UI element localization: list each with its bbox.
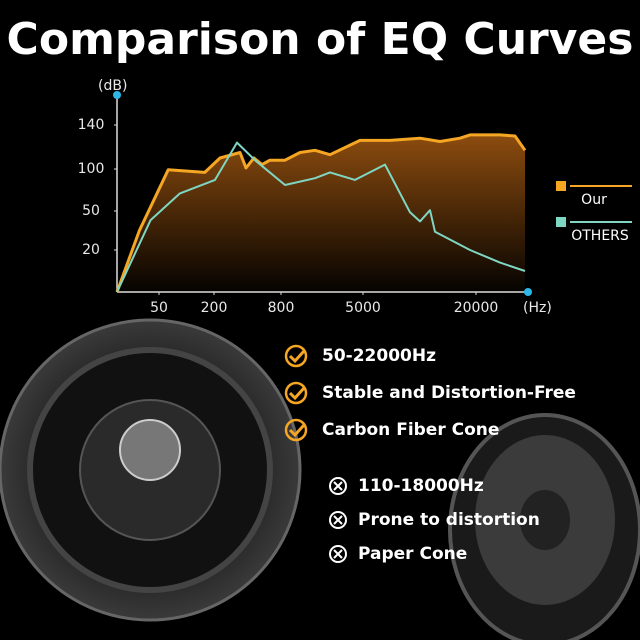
- legend-swatch: [556, 181, 566, 191]
- y-tick-label: 140: [78, 117, 105, 133]
- x-tick-label: 200: [201, 300, 228, 316]
- axis-dot: [113, 91, 121, 99]
- check-mark: [288, 386, 306, 401]
- speaker-right: [448, 413, 640, 640]
- check-mark: [288, 423, 306, 438]
- y-axis-label: (dB): [98, 78, 127, 94]
- y-tick-label: 100: [78, 161, 105, 177]
- cross-icon: [329, 477, 347, 495]
- cross-icon: [329, 511, 347, 529]
- feature-text: 110-18000Hz: [358, 476, 484, 496]
- x-axis-label: (Hz): [523, 300, 552, 316]
- feature-text: Paper Cone: [358, 544, 467, 564]
- check-icon: [284, 381, 308, 405]
- legend-label: Our: [581, 192, 607, 208]
- y-tick-label: 20: [82, 242, 100, 258]
- feature-text: Prone to distortion: [358, 510, 540, 530]
- line: [115, 133, 527, 293]
- check-icon: [284, 344, 308, 368]
- cross-mark: [333, 549, 343, 559]
- x-tick-label: 800: [268, 300, 295, 316]
- cross-mark: [333, 481, 343, 491]
- y-tick-label: 50: [82, 203, 100, 219]
- feature-text: Carbon Fiber Cone: [322, 420, 499, 440]
- line: [116, 141, 526, 293]
- features: 50-22000Hz Stable and Distortion-Free Carb…: [284, 344, 576, 564]
- legend-label: OTHERS: [571, 228, 629, 244]
- plot: 20 50 100 140 50 200 800 5000 20000 Our OTHERS: [78, 91, 632, 316]
- axis-dot: [524, 288, 532, 296]
- cross-icon: [329, 545, 347, 563]
- speaker-left: [0, 318, 302, 622]
- x-tick-label: 20000: [454, 300, 499, 316]
- feature-text: 50-22000Hz: [322, 346, 436, 366]
- legend-swatch: [556, 217, 566, 227]
- check-mark: [288, 349, 306, 364]
- feature-text: Stable and Distortion-Free: [322, 383, 576, 403]
- chart-title: Comparison of EQ Curves: [7, 14, 634, 65]
- check-icon: [284, 418, 308, 442]
- cross-mark: [333, 515, 343, 525]
- x-tick-label: 50: [150, 300, 168, 316]
- x-tick-label: 5000: [345, 300, 381, 316]
